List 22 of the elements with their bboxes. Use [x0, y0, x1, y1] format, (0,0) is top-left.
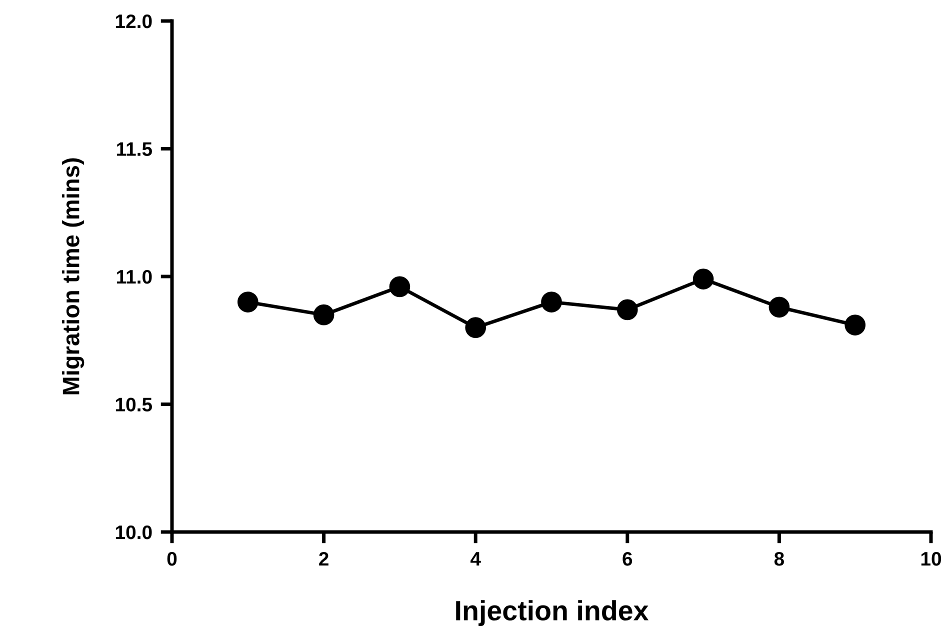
point — [237, 292, 258, 312]
y-tick-label: 12.0 — [116, 14, 152, 28]
point — [465, 317, 486, 338]
y-tick-label: 10.5 — [116, 398, 152, 412]
point — [313, 304, 334, 326]
x-tick-label: 0 — [167, 552, 177, 566]
y-tick-label: 10.0 — [116, 525, 152, 540]
x-axis-title: Injection index — [456, 600, 649, 626]
point — [541, 292, 562, 312]
x-tick-label: 8 — [774, 552, 784, 566]
x-tick-label: 10 — [921, 552, 942, 566]
y-tick-label: 11.0 — [117, 270, 152, 284]
y-axis-title: Migration time (mins) — [62, 158, 84, 394]
x-tick-label: 4 — [470, 552, 481, 566]
x-tick-label: 2 — [319, 552, 328, 566]
point — [844, 314, 866, 336]
point — [616, 299, 638, 320]
point — [692, 268, 714, 290]
x-tick-label: 6 — [622, 552, 632, 566]
point — [768, 296, 790, 318]
point — [389, 276, 410, 298]
y-tick-label: 11.5 — [117, 142, 152, 156]
